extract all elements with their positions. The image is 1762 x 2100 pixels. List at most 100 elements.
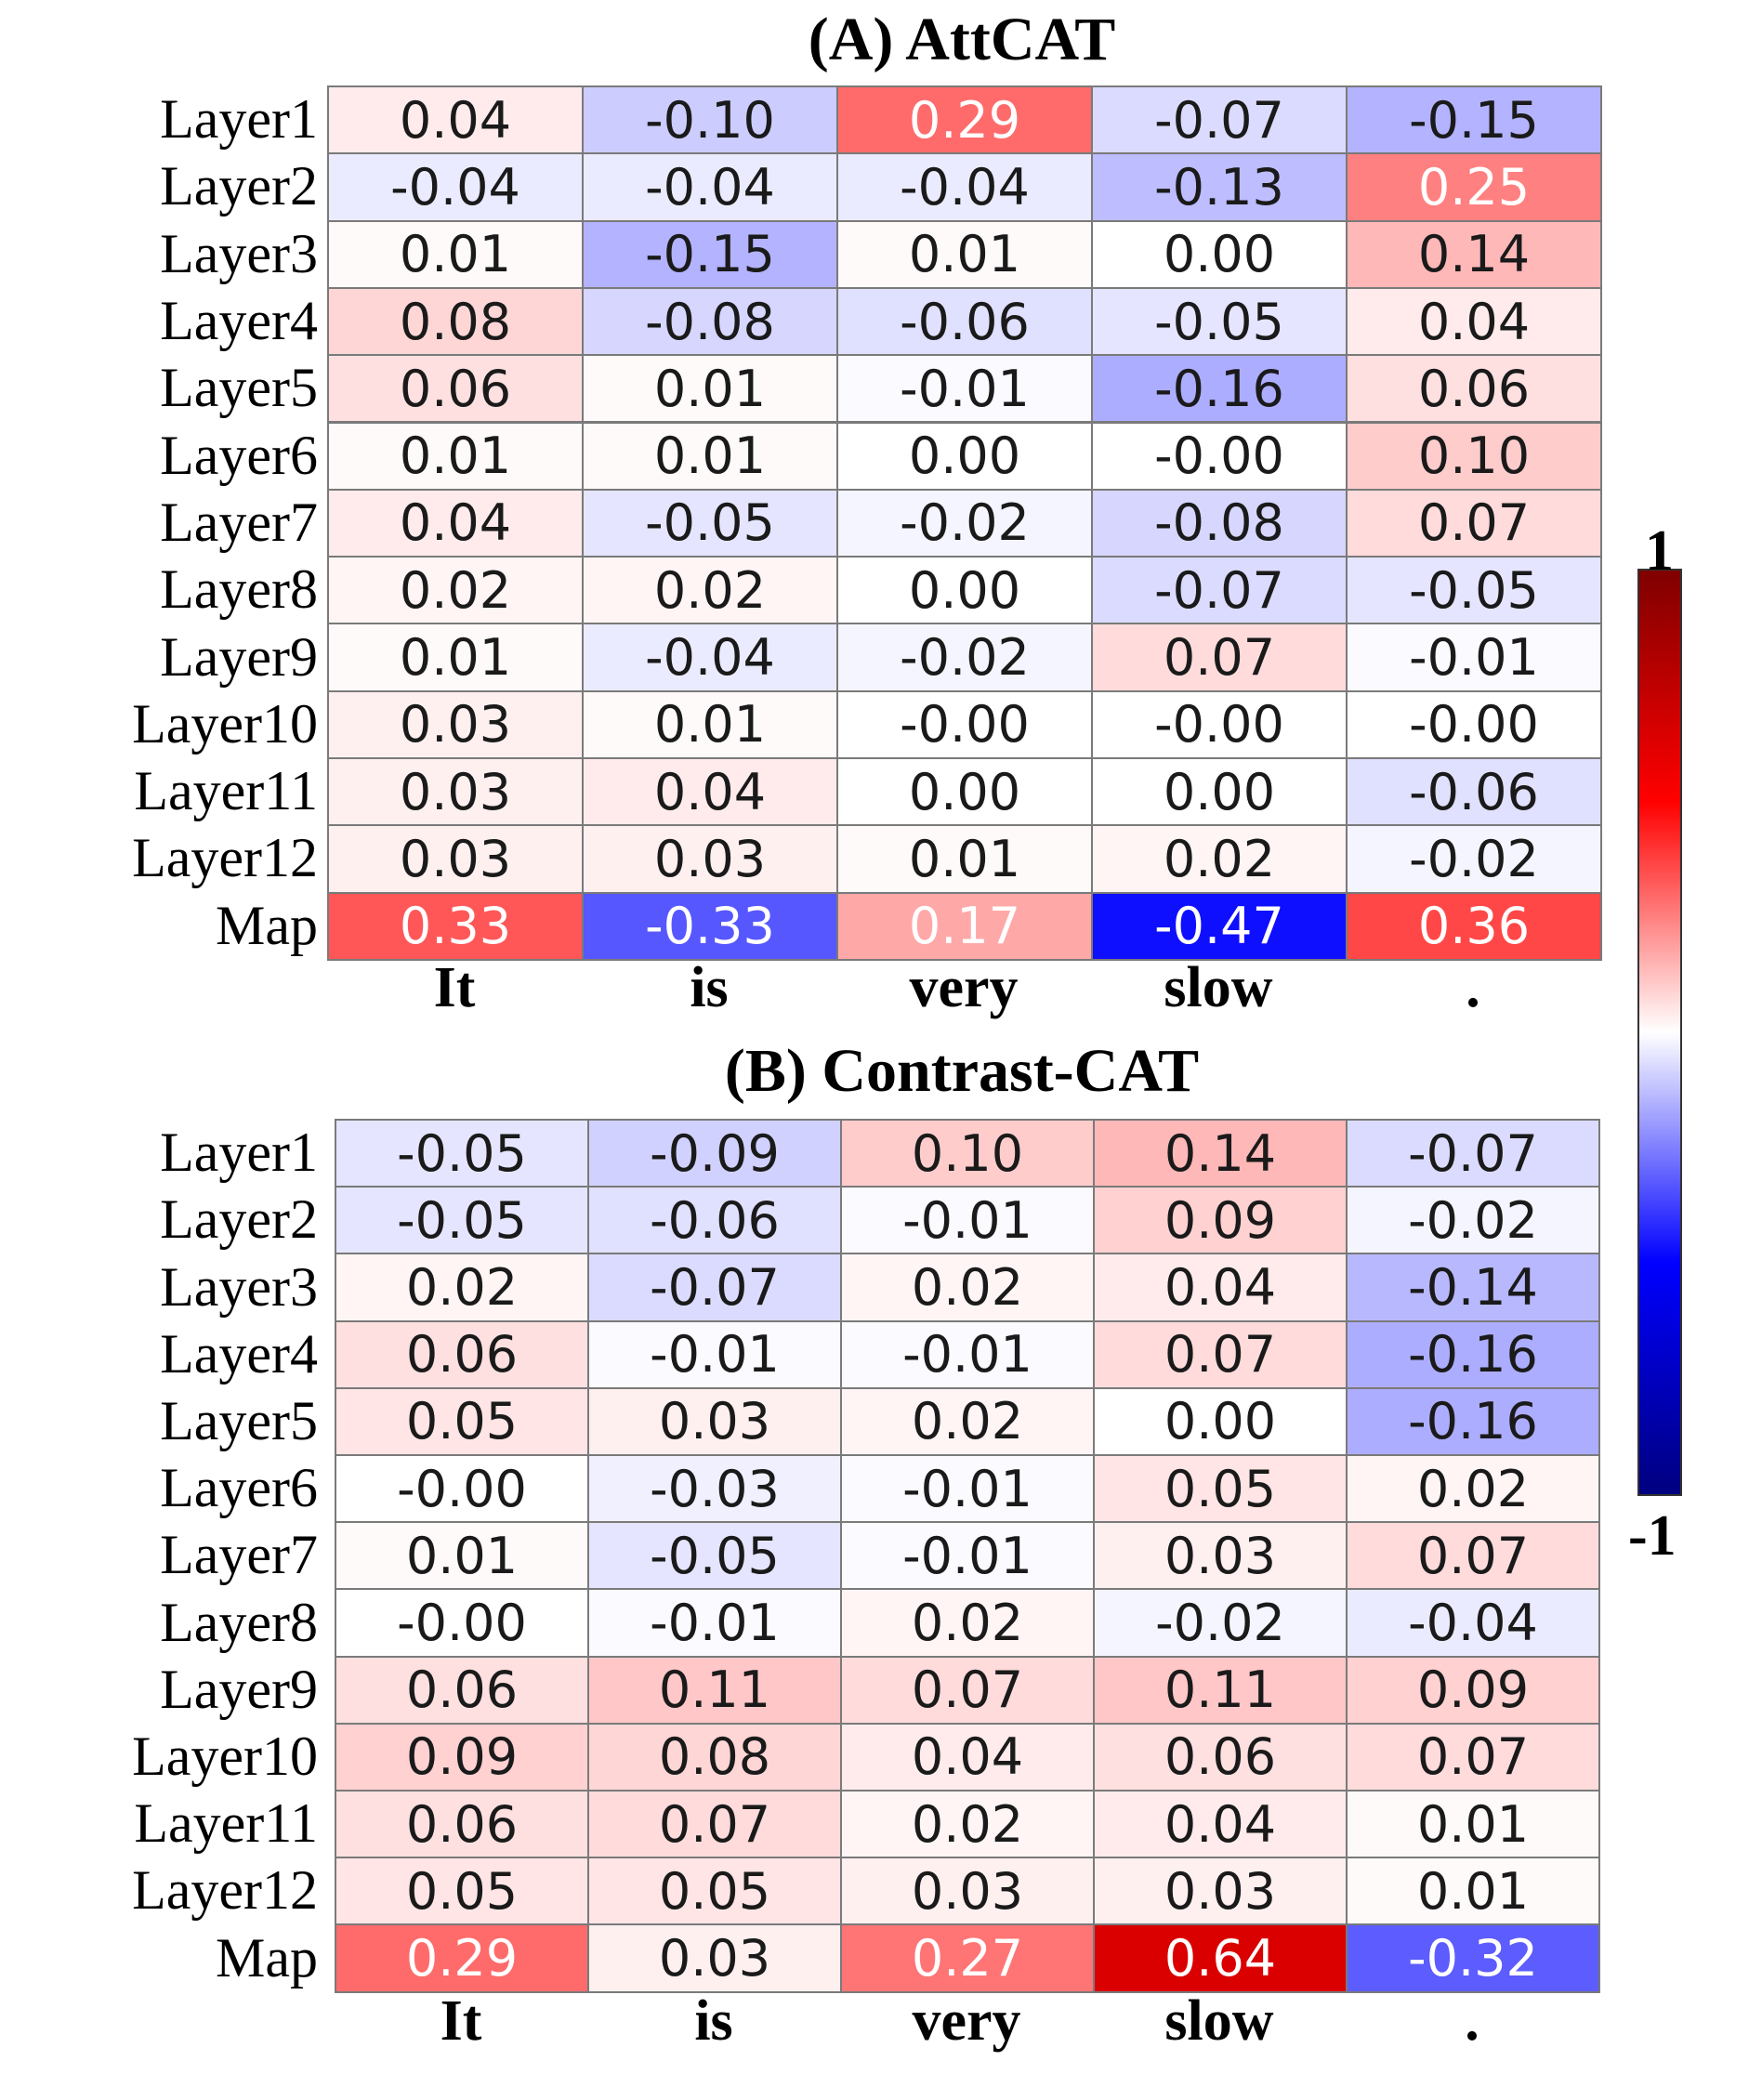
- attcat-cell: 0.06: [327, 354, 584, 424]
- contrastcat-cell: -0.01: [840, 1186, 1095, 1255]
- attcat-cell: 0.14: [1346, 219, 1602, 289]
- attcat-cell: -0.15: [582, 219, 838, 289]
- attcat-cell: -0.33: [582, 891, 838, 961]
- attcat-cell: -0.02: [836, 488, 1093, 558]
- attcat-cell: 0.01: [582, 689, 838, 759]
- attcat-cell: -0.04: [836, 152, 1093, 222]
- contrastcat-cell: 0.01: [335, 1521, 589, 1591]
- attcat-column-label: slow: [1164, 956, 1273, 1019]
- contrastcat-cell: -0.16: [1346, 1319, 1600, 1389]
- attcat-cell: 0.33: [327, 891, 584, 961]
- attcat-cell: 0.29: [836, 85, 1093, 155]
- attcat-cell: -0.07: [1091, 556, 1348, 625]
- contrastcat-column-label: slow: [1164, 1989, 1274, 2053]
- contrastcat-row-label: Layer10: [132, 1725, 318, 1787]
- contrastcat-cell: -0.01: [840, 1521, 1095, 1591]
- contrastcat-cell: -0.02: [1093, 1588, 1348, 1658]
- attcat-cell: 0.00: [836, 757, 1093, 827]
- contrastcat-cell: -0.03: [587, 1454, 842, 1524]
- attcat-row-label: Layer12: [132, 827, 318, 889]
- attcat-cell: 0.08: [327, 286, 584, 357]
- contrastcat-cell: 0.09: [1093, 1186, 1348, 1255]
- contrastcat-cell: 0.05: [335, 1386, 589, 1456]
- contrastcat-cell: -0.07: [1346, 1119, 1600, 1188]
- contrastcat-cell: 0.03: [1093, 1857, 1348, 1926]
- contrastcat-cell: 0.14: [1093, 1119, 1348, 1188]
- attcat-cell: -0.47: [1091, 891, 1348, 961]
- contrastcat-cell: -0.16: [1346, 1386, 1600, 1456]
- attcat-cell: -0.08: [1091, 488, 1348, 558]
- attcat-cell: -0.00: [836, 689, 1093, 759]
- attcat-cell: 0.25: [1346, 152, 1602, 222]
- attcat-row-label: Layer5: [160, 357, 318, 419]
- contrastcat-cell: 0.08: [587, 1722, 842, 1792]
- attcat-column-label: It: [433, 956, 476, 1019]
- contrastcat-cell: 0.03: [587, 1923, 842, 1993]
- contrastcat-row-label: Layer12: [132, 1859, 318, 1922]
- contrastcat-row-label: Layer11: [134, 1792, 318, 1855]
- contrastcat-cell: 0.07: [587, 1790, 842, 1859]
- attcat-cell: 0.02: [327, 556, 584, 625]
- contrastcat-cell: 0.04: [1093, 1253, 1348, 1322]
- contrastcat-cell: 0.05: [587, 1857, 842, 1926]
- attcat-column-label: .: [1466, 956, 1480, 1019]
- contrastcat-row-label: Layer7: [160, 1524, 318, 1586]
- attcat-row-label: Layer11: [134, 760, 318, 822]
- attcat-cell: -0.13: [1091, 152, 1348, 222]
- contrastcat-cell: 0.64: [1093, 1923, 1348, 1993]
- contrastcat-cell: -0.14: [1346, 1253, 1600, 1322]
- attcat-cell: -0.16: [1091, 354, 1348, 424]
- attcat-row-label: Layer2: [160, 155, 318, 217]
- contrastcat-cell: -0.04: [1346, 1588, 1600, 1658]
- attcat-cell: 0.04: [327, 488, 584, 558]
- contrastcat-cell: -0.32: [1346, 1923, 1600, 1993]
- contrastcat-row-label: Layer8: [160, 1591, 318, 1653]
- attcat-cell: 0.02: [582, 556, 838, 625]
- attcat-cell: -0.00: [1091, 421, 1348, 491]
- contrastcat-column-label: very: [912, 1989, 1021, 2053]
- attcat-cell: 0.00: [836, 421, 1093, 491]
- attcat-cell: -0.05: [1346, 556, 1602, 625]
- contrastcat-column-label: It: [440, 1989, 482, 2053]
- attcat-cell: -0.01: [1346, 623, 1602, 692]
- attcat-row-label: Layer10: [132, 692, 318, 755]
- attcat-cell: -0.04: [582, 623, 838, 692]
- contrastcat-cell: 0.02: [840, 1253, 1095, 1322]
- contrastcat-cell: -0.01: [587, 1588, 842, 1658]
- attcat-row-label: Layer3: [160, 222, 318, 284]
- attcat-cell: -0.07: [1091, 85, 1348, 155]
- contrastcat-row-label: Layer6: [160, 1457, 318, 1519]
- attcat-cell: 0.06: [1346, 354, 1602, 424]
- contrastcat-cell: -0.05: [587, 1521, 842, 1591]
- attcat-cell: -0.00: [1091, 689, 1348, 759]
- contrastcat-cell: 0.29: [335, 1923, 589, 1993]
- contrastcat-cell: 0.03: [1093, 1521, 1348, 1591]
- contrastcat-cell: 0.07: [1346, 1722, 1600, 1792]
- attcat-cell: 0.07: [1346, 488, 1602, 558]
- colorbar-max-label: 1: [1645, 519, 1674, 583]
- contrastcat-cell: -0.01: [840, 1454, 1095, 1524]
- attcat-cell: 0.10: [1346, 421, 1602, 491]
- attcat-row-label: Layer8: [160, 558, 318, 621]
- attcat-cell: 0.03: [327, 824, 584, 894]
- attcat-cell: 0.17: [836, 891, 1093, 961]
- attcat-cell: 0.04: [582, 757, 838, 827]
- attcat-row-label: Layer9: [160, 625, 318, 688]
- contrastcat-row-label: Layer2: [160, 1188, 318, 1251]
- attcat-cell: -0.01: [836, 354, 1093, 424]
- contrastcat-cell: 0.02: [1346, 1454, 1600, 1524]
- attcat-cell: 0.36: [1346, 891, 1602, 961]
- attcat-cell: 0.07: [1091, 623, 1348, 692]
- contrastcat-cell: -0.00: [335, 1454, 589, 1524]
- contrastcat-cell: 0.07: [840, 1655, 1095, 1725]
- contrastcat-cell: 0.01: [1346, 1790, 1600, 1859]
- attcat-cell: 0.01: [327, 421, 584, 491]
- contrastcat-cell: 0.04: [840, 1722, 1095, 1792]
- contrastcat-cell: 0.01: [1346, 1857, 1600, 1926]
- attcat-cell: 0.00: [1091, 757, 1348, 827]
- attcat-cell: 0.00: [836, 556, 1093, 625]
- attcat-cell: -0.06: [1346, 757, 1602, 827]
- attcat-title: (A) AttCAT: [808, 6, 1116, 73]
- contrastcat-cell: 0.04: [1093, 1790, 1348, 1859]
